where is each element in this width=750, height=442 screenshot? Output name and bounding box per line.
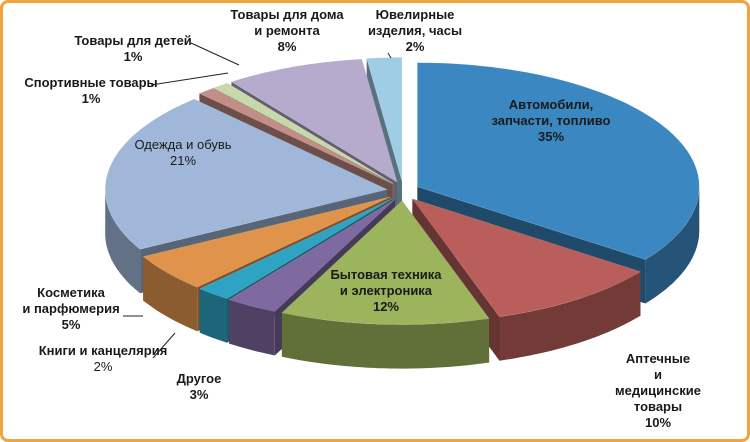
value-label: 3%: [189, 387, 209, 402]
pie-slice: [411, 198, 642, 317]
value-label: 35%: [537, 129, 565, 144]
pie-slice: [230, 58, 398, 183]
slice-side: [229, 299, 275, 356]
slice-side: [281, 312, 490, 369]
value-label: 1%: [81, 91, 101, 106]
category-label: Бытовая техника и электроника: [330, 267, 442, 298]
pie-slice: [142, 196, 391, 288]
data-label: Автомобили, запчасти, топливо 35%: [492, 97, 611, 145]
data-label: Товары для детей 1%: [74, 33, 191, 65]
data-label: Бытовая техника и электроника 12%: [330, 267, 441, 315]
category-label: Товары для детей: [74, 33, 192, 48]
pie-slice: [417, 62, 700, 260]
data-label: Товары для дома и ремонта 8%: [230, 7, 343, 55]
pie-slice: [366, 57, 403, 182]
category-label: Аптечные и медицинские товары: [615, 351, 701, 414]
category-label: Косметика и парфюмерия: [22, 285, 120, 316]
data-label: Аптечные и медицинские товары 10%: [614, 351, 703, 431]
data-label: Косметика и парфюмерия 5%: [22, 285, 119, 333]
leader-line: [152, 332, 176, 359]
category-label: Спортивные товары: [24, 75, 158, 90]
data-label: Другое 3%: [177, 371, 222, 403]
value-label: 2%: [93, 359, 113, 374]
data-label: Ювелирные изделия, часы 2%: [368, 7, 462, 55]
category-label: Книги и канцелярия: [38, 343, 168, 358]
slice-tops: [104, 57, 700, 325]
value-label: 21%: [169, 153, 197, 168]
data-label: Спортивные товары 1%: [24, 75, 157, 107]
pie-slice: [281, 200, 490, 325]
slice-side: [143, 256, 198, 332]
value-label: 2%: [405, 39, 425, 54]
value-label: 8%: [277, 39, 297, 54]
chart: [104, 42, 700, 369]
leader-line: [190, 42, 240, 66]
pie-slice: [104, 98, 388, 250]
leader-line: [150, 72, 229, 86]
pie-slice: [198, 88, 393, 185]
value-label: 1%: [123, 49, 143, 64]
data-label: Книги и канцелярия 2%: [39, 343, 168, 375]
pie-slice: [199, 198, 393, 299]
slice-side: [645, 186, 700, 304]
pie-slice: [212, 82, 394, 184]
category-label: Автомобили, запчасти, топливо: [491, 97, 611, 128]
category-label: Ювелирные изделия, часы: [367, 7, 463, 38]
value-label: 5%: [61, 317, 81, 332]
slice-side: [105, 189, 141, 294]
leader-line: [387, 52, 392, 59]
category-label: Другое: [176, 371, 222, 386]
value-label: 10%: [644, 415, 672, 430]
category-label: Товары для дома и ремонта: [230, 7, 344, 38]
slice-side: [199, 288, 227, 343]
slice-side: [499, 271, 641, 361]
data-label: Одежда и обувь 21%: [134, 137, 231, 169]
pie-slice: [228, 199, 396, 312]
category-label: Одежда и обувь: [134, 137, 232, 152]
value-label: 12%: [372, 299, 400, 314]
